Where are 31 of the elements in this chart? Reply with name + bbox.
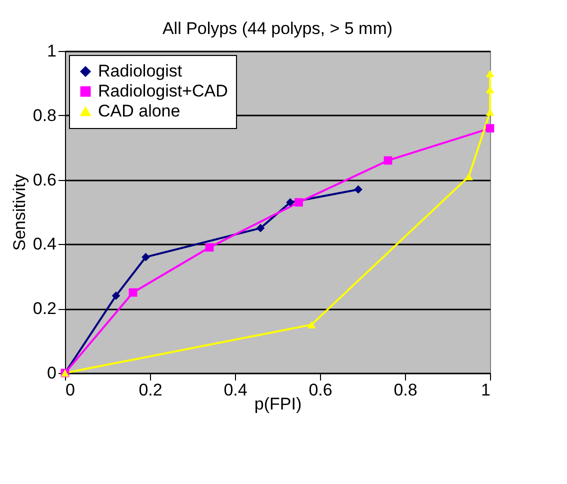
y-tick-label: 0.6 — [32, 170, 56, 190]
y-tick-label: 1 — [47, 42, 56, 60]
point — [354, 185, 362, 194]
x-tick-label: 1 — [481, 380, 490, 400]
y-tick-label: 0.8 — [32, 106, 56, 125]
y-tick-label: 0.2 — [32, 299, 56, 318]
x-tick-label: 0.2 — [138, 380, 162, 400]
x-tick-label: 0 — [66, 380, 75, 400]
point — [384, 156, 392, 165]
y-tick-label: 0 — [47, 364, 56, 382]
point — [486, 70, 494, 78]
x-axis-title: p(FPI) — [254, 394, 302, 414]
point — [128, 288, 138, 297]
x-tick-label: 0.8 — [394, 380, 418, 400]
legend-label: Radiologist+CAD — [98, 82, 228, 100]
chart-title: All Polyps (44 polyps, > 5 mm) — [162, 19, 393, 38]
y-tick-label: 0.4 — [32, 234, 56, 254]
point — [256, 224, 265, 232]
point — [286, 198, 294, 207]
point — [464, 172, 473, 180]
legend-label: Radiologist — [98, 62, 182, 80]
y-axis-title: Sensitivity — [10, 174, 29, 251]
point — [205, 243, 214, 252]
x-tick-label: 0.6 — [308, 380, 332, 400]
point — [307, 321, 316, 328]
point — [112, 292, 120, 300]
point — [294, 198, 303, 207]
legend-label: CAD alone — [98, 102, 180, 120]
x-tick-label: 0.4 — [224, 380, 248, 400]
point — [486, 124, 494, 132]
point — [142, 252, 150, 262]
